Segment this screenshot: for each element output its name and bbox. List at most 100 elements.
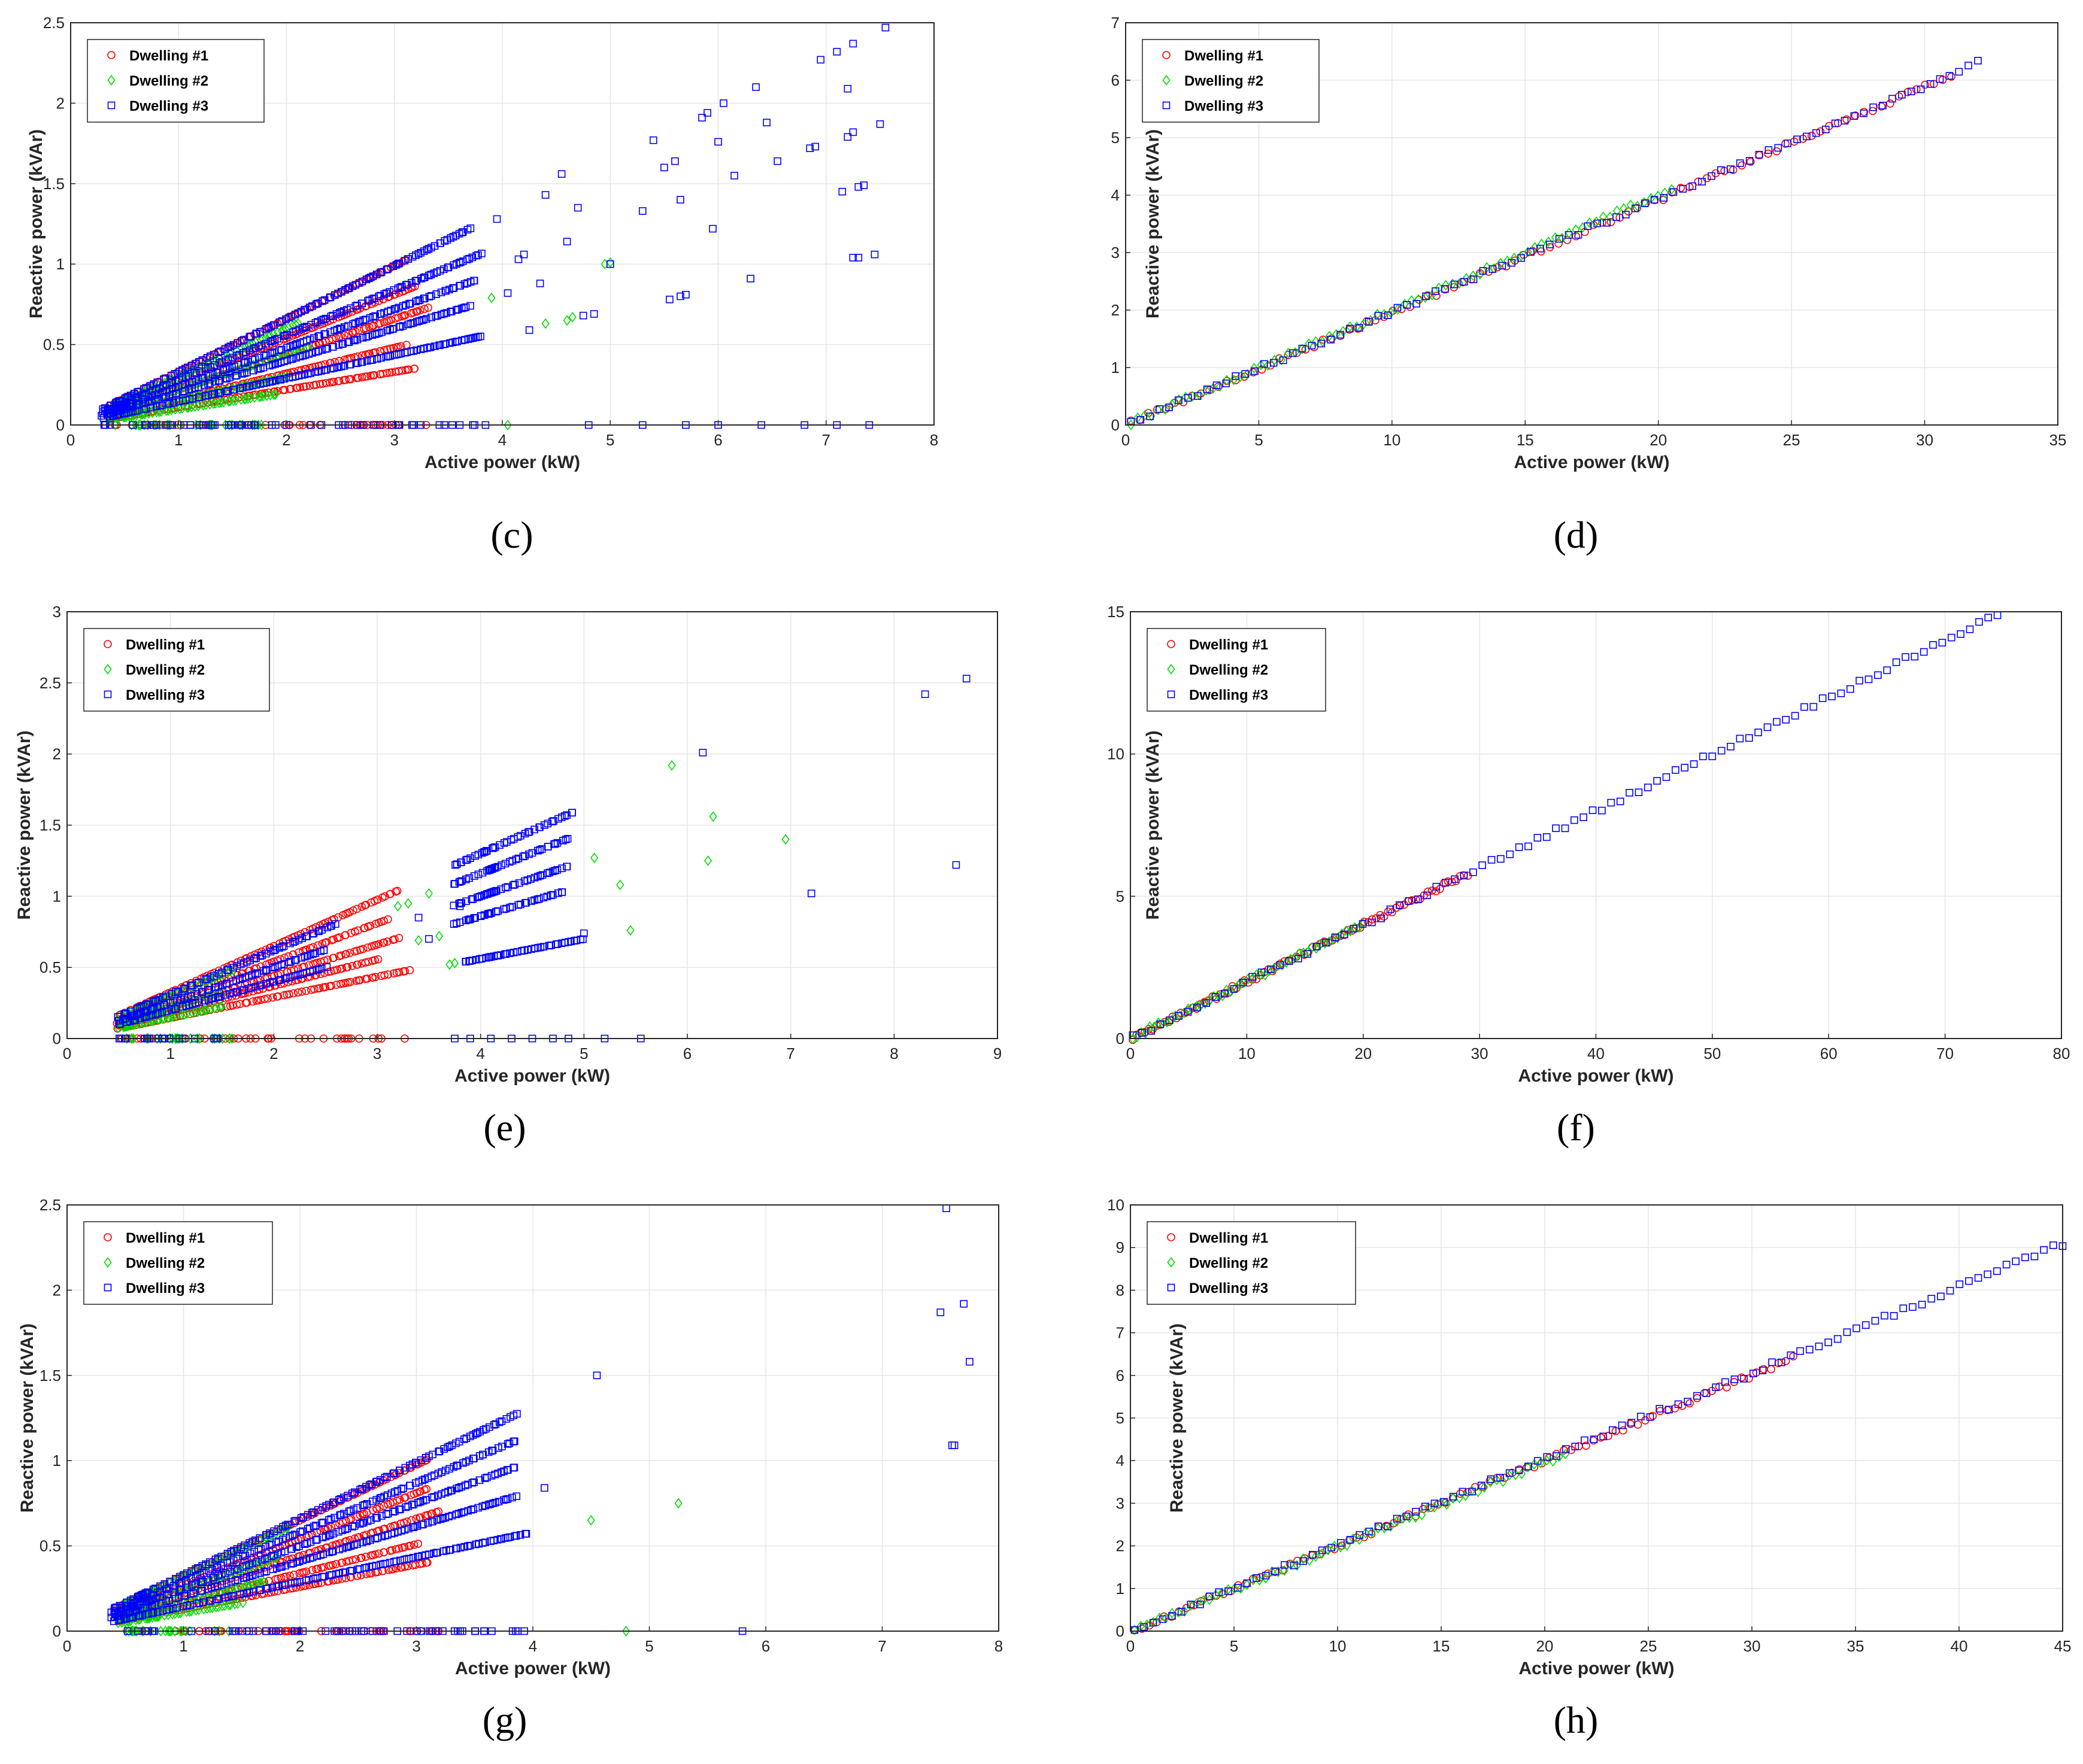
marker-2 [1551,232,1560,243]
marker-3 [301,953,309,961]
marker-2 [202,1004,211,1015]
marker-3 [562,836,570,843]
marker-3 [1888,95,1896,103]
marker-3 [231,362,239,371]
marker-3 [460,280,469,288]
marker-3 [1175,1012,1183,1020]
marker-3 [252,954,260,962]
y-tick-label: 2.5 [40,674,61,692]
marker-3 [248,356,257,364]
marker-3 [516,900,524,909]
marker-3 [224,966,232,974]
marker-3 [201,976,210,983]
marker-3 [1374,312,1382,320]
marker-3 [457,304,466,312]
marker-3 [266,350,274,357]
marker-3 [860,181,868,189]
marker-3 [1828,693,1836,700]
marker-3 [1672,766,1679,774]
marker-3 [200,381,208,389]
marker-3 [948,1441,956,1449]
marker-3 [372,330,381,338]
marker-3 [204,995,213,1004]
marker-3 [1327,336,1335,344]
marker-3 [950,1441,959,1449]
marker-3 [340,362,348,370]
marker-2 [144,420,152,430]
marker-3 [523,946,532,954]
marker-3 [289,938,298,946]
x-tick-label: 6 [714,431,722,449]
marker-3 [468,253,477,262]
y-tick-label: 1 [1111,359,1120,377]
marker-3 [473,893,481,901]
marker-3 [466,224,475,232]
marker-3 [230,385,238,394]
marker-2 [226,396,234,407]
marker-3 [422,315,430,323]
marker-3 [294,971,302,979]
y-tick-label: 0 [53,1622,61,1640]
marker-2 [1163,1017,1171,1028]
marker-3 [172,988,180,996]
marker-2 [487,292,496,303]
marker-1 [323,955,332,964]
marker-3 [430,242,439,250]
marker-1 [232,1000,241,1009]
marker-2 [1394,303,1402,315]
legend-label-1: Dwelling #1 [126,1230,205,1246]
x-tick-label: 0 [63,1045,71,1062]
x-tick-label: 30 [1471,1045,1488,1062]
marker-3 [351,336,359,344]
marker-3 [187,992,195,1000]
marker-1 [394,313,402,322]
marker-3 [147,403,155,412]
marker-2 [1660,187,1669,199]
x-tick-label: 5 [580,1045,588,1062]
marker-3 [1717,166,1725,174]
marker-1 [353,960,362,969]
marker-1 [335,377,344,385]
marker-2 [1339,326,1347,337]
marker-1 [1886,99,1894,108]
marker-3 [335,363,343,371]
marker-3 [306,335,314,344]
marker-3 [526,875,535,883]
x-tick-label: 2 [296,1637,304,1655]
marker-1 [351,327,360,336]
marker-3 [302,323,311,330]
legend-label-3: Dwelling #3 [1189,687,1268,703]
marker-3 [160,393,168,402]
x-tick-label: 2 [269,1045,278,1062]
marker-3 [328,922,335,930]
marker-3 [1632,204,1639,212]
marker-3 [1800,703,1808,711]
marker-1 [316,379,325,388]
marker-3 [452,306,460,314]
y-tick-label: 10 [1107,745,1124,763]
marker-3 [322,314,330,323]
marker-2 [259,391,267,402]
marker-3 [292,956,300,964]
marker-3 [558,864,566,872]
legend-label-1: Dwelling #1 [126,637,205,653]
y-axis-label-c: Reactive power (kVAr) [26,129,46,318]
marker-1 [393,886,402,895]
marker-1 [322,379,331,387]
y-axis-label-d: Reactive power (kVAr) [1143,129,1163,318]
marker-3 [854,183,863,191]
marker-3 [1635,788,1643,796]
marker-3 [557,170,566,178]
marker-3 [506,949,514,957]
marker-3 [129,1016,138,1024]
marker-3 [184,363,192,372]
marker-3 [195,382,202,391]
y-tick-label: 1.5 [43,175,65,193]
marker-3 [548,818,556,825]
marker-3 [268,336,277,345]
marker-3 [1653,777,1661,785]
marker-3 [512,855,520,863]
marker-3 [1487,856,1496,864]
marker-3 [254,365,262,373]
